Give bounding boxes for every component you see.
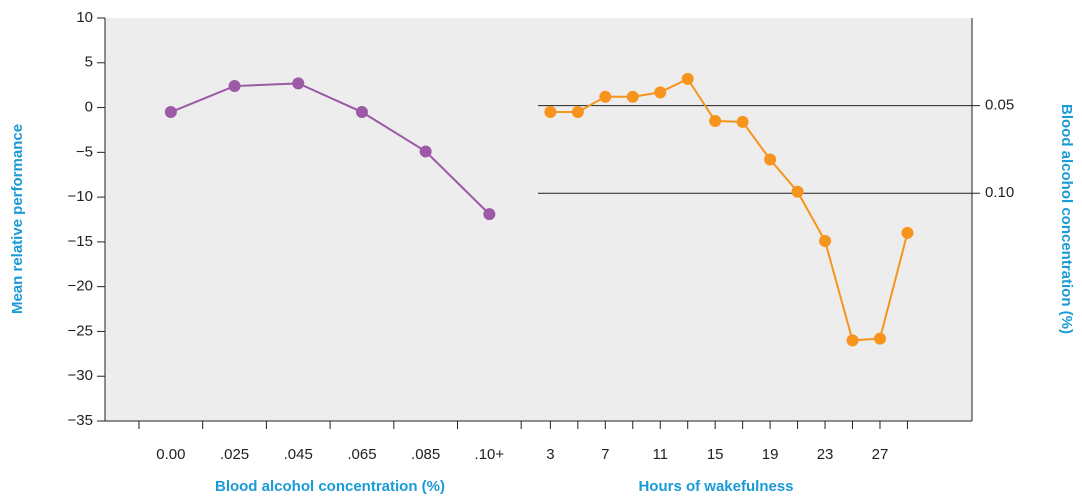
data-point (164, 106, 177, 119)
y-tick-label: −30 (68, 367, 93, 384)
data-point (819, 234, 832, 247)
data-point (791, 185, 804, 198)
y-tick-label: −35 (68, 412, 93, 429)
x-tick-label: .065 (347, 446, 376, 463)
x-axis-title: Blood alcohol concentration (%) (215, 478, 445, 495)
y-tick-label: 0 (85, 99, 93, 116)
series-line (170, 82, 491, 215)
data-point (419, 145, 432, 158)
y-tick-label: 10 (76, 9, 93, 26)
plot-background (105, 18, 972, 421)
x-tick-label: 27 (872, 446, 889, 463)
data-point (736, 115, 749, 128)
data-point (599, 90, 612, 103)
y-tick-label: −10 (68, 188, 93, 205)
y-tick-label: 5 (85, 54, 93, 71)
y2-tick-label: 0.10 (985, 184, 1014, 201)
data-point (654, 86, 667, 99)
y2-axis-title: Blood alcohol concentration (%) (1058, 104, 1075, 334)
x-tick-label: .045 (284, 446, 313, 463)
data-point (483, 208, 496, 221)
data-point (764, 153, 777, 166)
y-tick-label: −5 (76, 143, 93, 160)
x-axis-title: Hours of wakefulness (638, 478, 793, 495)
x-tick-label: .025 (220, 446, 249, 463)
data-point (846, 334, 859, 347)
data-point (571, 106, 584, 119)
x-tick-label: 0.00 (156, 446, 185, 463)
y-tick-label: −25 (68, 322, 93, 339)
x-tick-label: 19 (762, 446, 779, 463)
data-point (626, 90, 639, 103)
x-tick-label: .10+ (475, 446, 505, 463)
x-tick-label: 15 (707, 446, 724, 463)
y-axis-title: Mean relative performance (9, 124, 26, 314)
x-tick-label: 11 (652, 446, 668, 463)
x-tick-label: .085 (411, 446, 440, 463)
data-point (873, 332, 886, 345)
x-tick-label: 23 (817, 446, 834, 463)
data-point (901, 226, 914, 239)
data-point (709, 114, 722, 127)
data-point (228, 80, 241, 93)
data-point (355, 106, 368, 119)
data-point (544, 106, 557, 119)
y2-tick-label: 0.05 (985, 97, 1014, 114)
data-point (292, 77, 305, 90)
x-tick-label: 7 (601, 446, 609, 463)
data-point (681, 72, 694, 85)
y-tick-label: −20 (68, 278, 93, 295)
x-tick-label: 3 (546, 446, 554, 463)
y-tick-label: −15 (68, 233, 93, 250)
